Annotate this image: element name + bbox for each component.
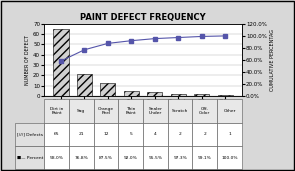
Bar [77, 74, 92, 96]
Y-axis label: NUMBER OF DEFECT: NUMBER OF DEFECT [25, 35, 30, 85]
Bar [194, 94, 209, 96]
Bar [171, 94, 186, 96]
Title: PAINT DEFECT FREQUENCY: PAINT DEFECT FREQUENCY [80, 13, 206, 22]
Bar [124, 91, 139, 96]
Bar [53, 29, 68, 96]
Bar [100, 83, 115, 96]
Bar [218, 95, 233, 96]
Y-axis label: CUMULATIVE PERCENTAG: CUMULATIVE PERCENTAG [270, 29, 275, 91]
Bar [147, 92, 163, 96]
